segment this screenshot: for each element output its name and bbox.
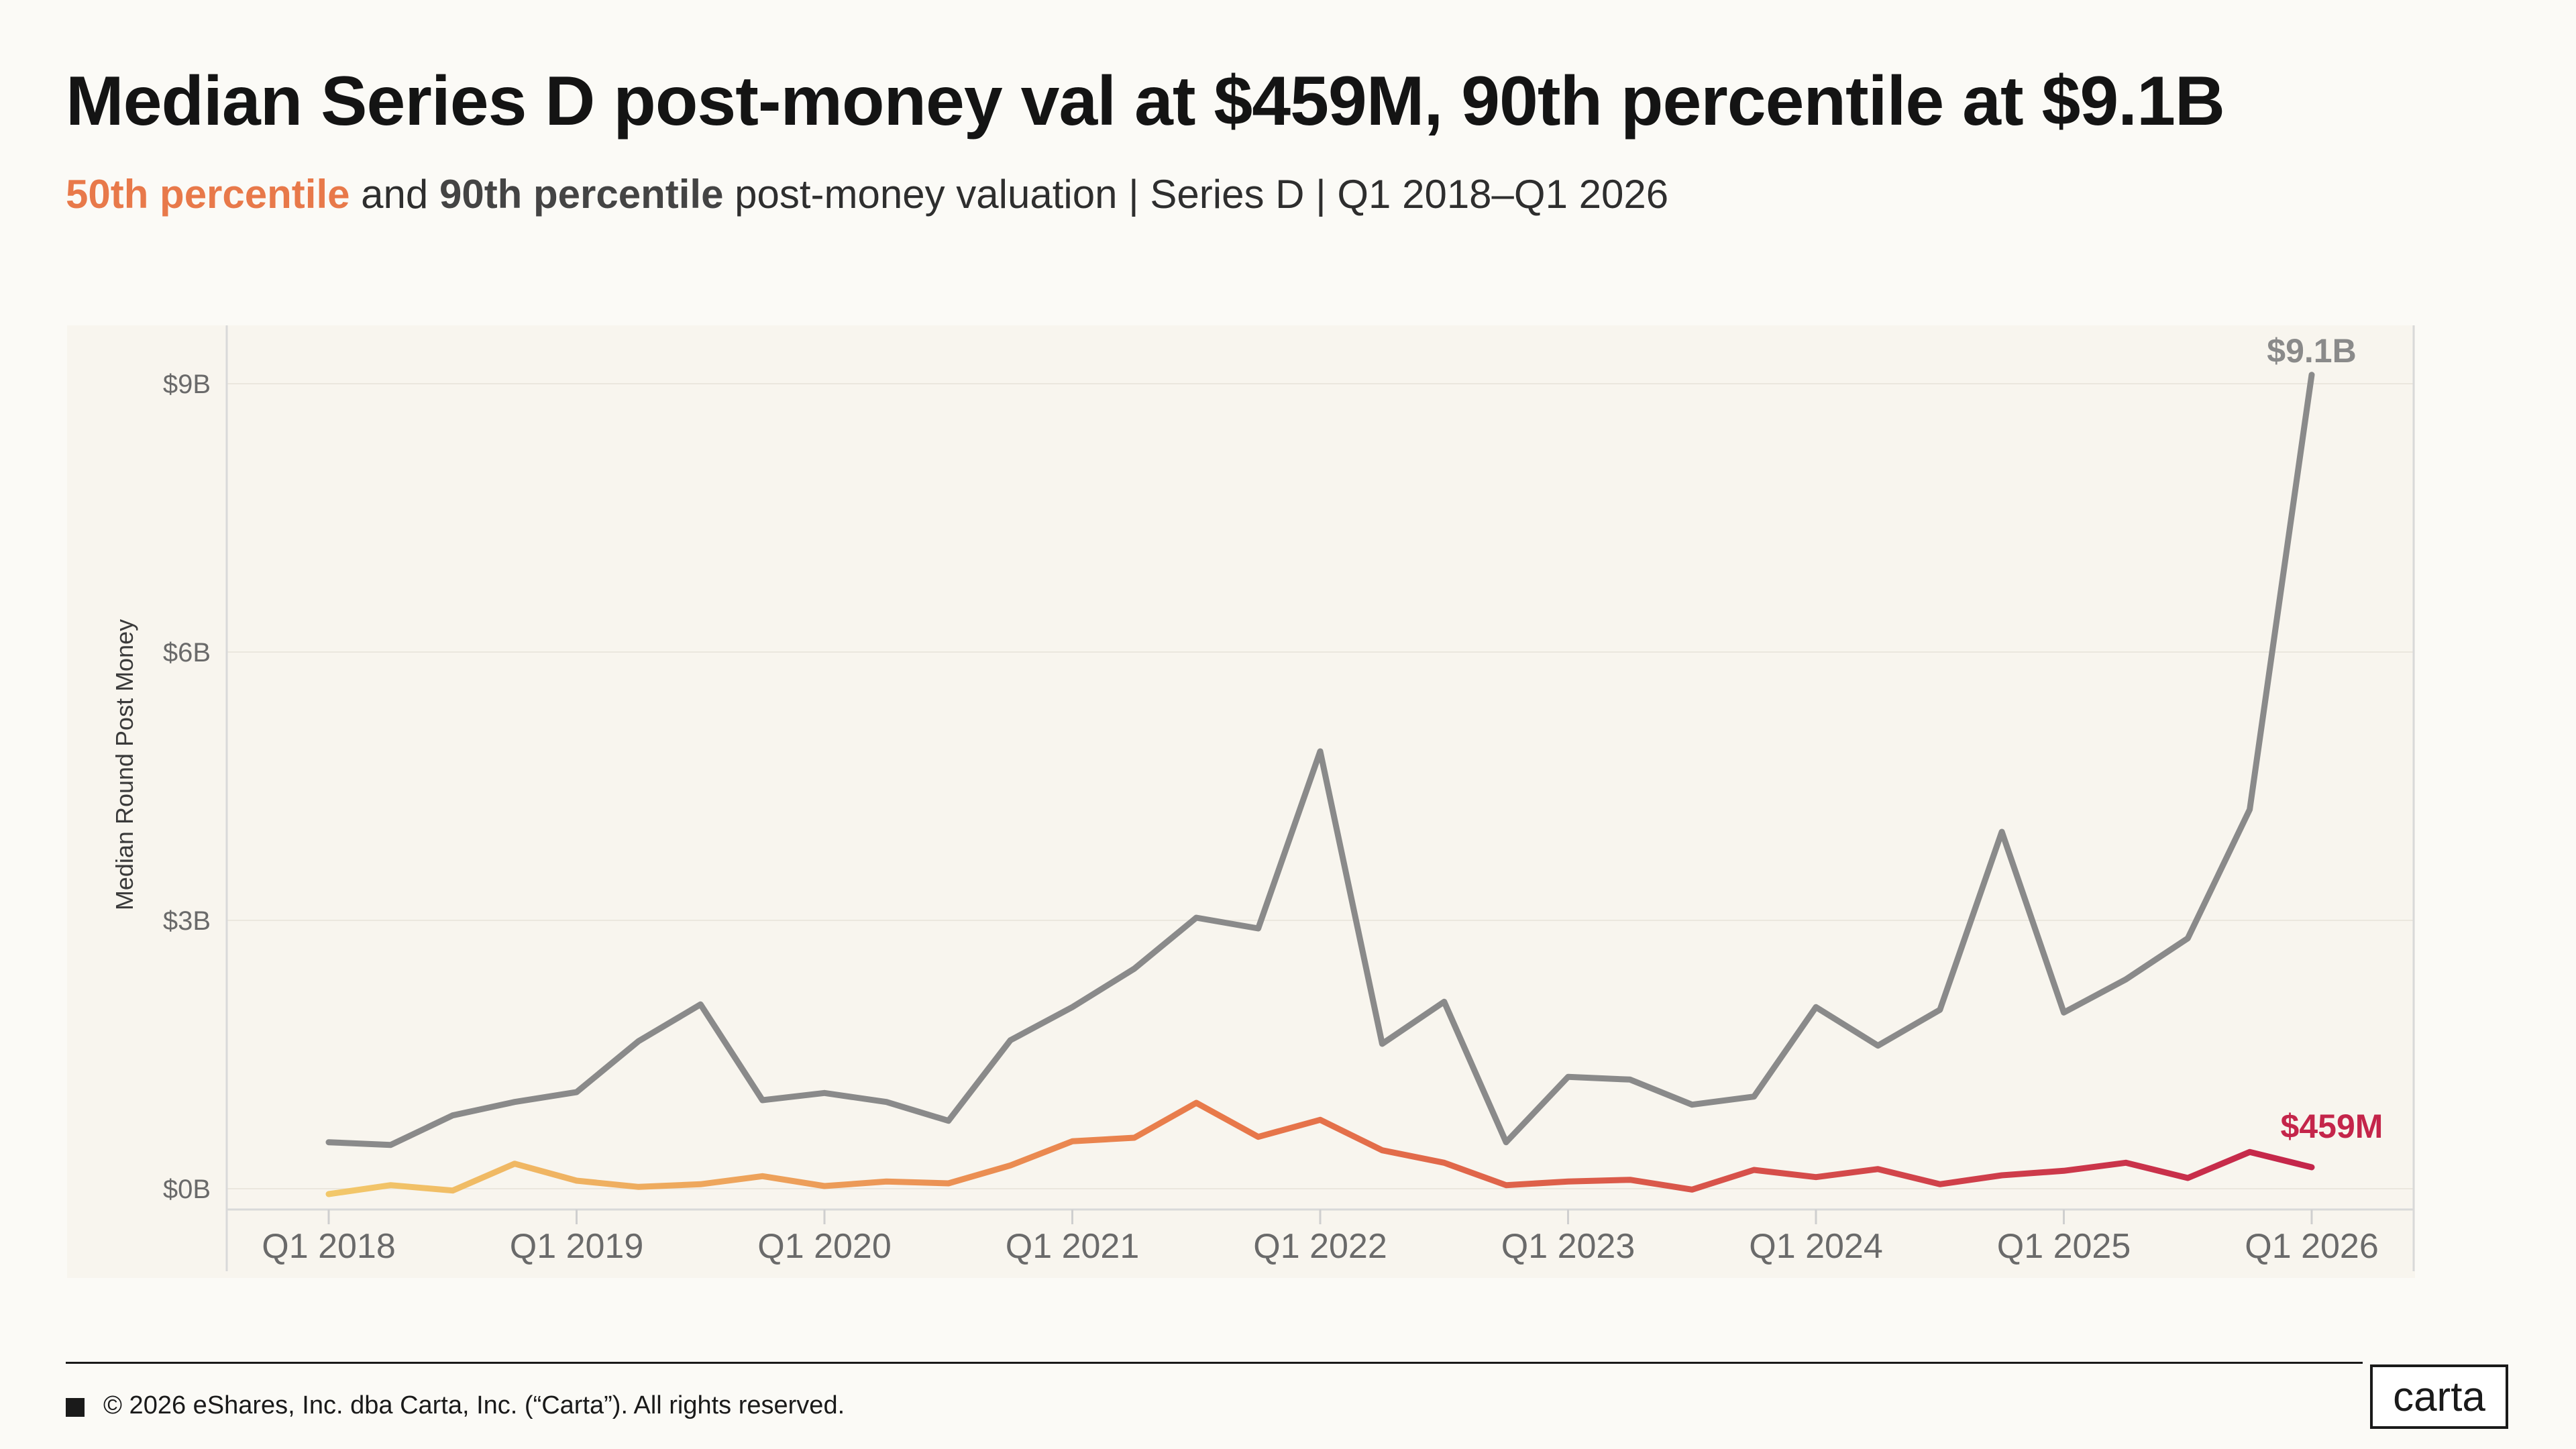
x-tick-label: Q1 2018	[262, 1227, 396, 1266]
subtitle-p50-label: 50th percentile	[66, 172, 350, 217]
subtitle-p90-label: 90th percentile	[439, 172, 724, 217]
x-tick-label: Q1 2021	[1006, 1227, 1140, 1266]
footer-divider	[66, 1362, 2363, 1364]
y-tick-labels: $0B $3B $6B $9B	[163, 370, 211, 1204]
end-label-50th: $459M	[2281, 1108, 2383, 1145]
page-subtitle: 50th percentile and 90th percentile post…	[66, 171, 1668, 217]
subtitle-and: and	[350, 172, 439, 217]
line-chart: $0B $3B $6B $9B Q1 2018 Q1 2019 Q1 2020 Q1 202…	[67, 325, 2415, 1278]
x-tick-label: Q1 2024	[1749, 1227, 1883, 1266]
y-tick-label: $3B	[163, 906, 211, 936]
x-tick-labels: Q1 2018 Q1 2019 Q1 2020 Q1 2021 Q1 2022 Q1 20…	[262, 1210, 2379, 1266]
end-label-90th: $9.1B	[2267, 332, 2356, 370]
series-lines	[325, 372, 2315, 1197]
series-50th-percentile-line	[325, 1099, 2315, 1197]
subtitle-rest: post-money valuation | Series D | Q1 201…	[723, 172, 1669, 217]
x-tick-label: Q1 2022	[1253, 1227, 1387, 1266]
y-tick-label: $0B	[163, 1175, 211, 1204]
footer-square-icon	[66, 1398, 85, 1417]
plot-background	[67, 325, 2415, 1278]
y-tick-label: $9B	[163, 370, 211, 399]
x-tick-label: Q1 2026	[2245, 1227, 2379, 1266]
y-axis-label: Median Round Post Money	[111, 619, 138, 910]
carta-logo: carta	[2370, 1364, 2508, 1429]
end-labels: $9.1B $459M	[2267, 332, 2383, 1145]
series-90th-percentile-line	[325, 372, 2315, 1148]
x-tick-label: Q1 2023	[1501, 1227, 1635, 1266]
y-tick-label: $6B	[163, 638, 211, 667]
grid-lines	[227, 383, 2414, 1189]
x-tick-label: Q1 2020	[757, 1227, 892, 1266]
page-title: Median Series D post-money val at $459M,…	[66, 62, 2225, 140]
x-tick-label: Q1 2019	[510, 1227, 644, 1266]
x-tick-label: Q1 2025	[1997, 1227, 2131, 1266]
footer-copyright: © 2026 eShares, Inc. dba Carta, Inc. (“C…	[103, 1391, 845, 1419]
